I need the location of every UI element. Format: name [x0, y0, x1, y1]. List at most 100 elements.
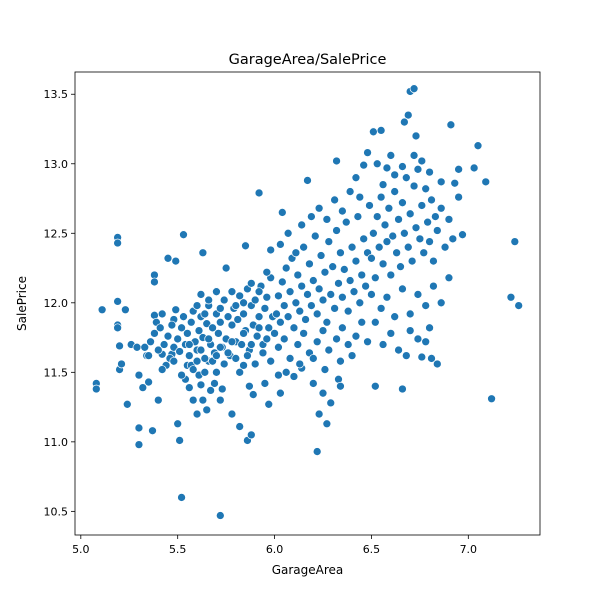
- data-point: [355, 192, 365, 202]
- data-point: [283, 228, 293, 238]
- data-point: [415, 234, 425, 244]
- data-point: [254, 188, 264, 198]
- data-point: [245, 381, 254, 391]
- data-point: [307, 212, 316, 221]
- data-point: [394, 215, 403, 224]
- data-point: [357, 270, 367, 280]
- data-point: [184, 383, 194, 392]
- data-point: [514, 301, 524, 310]
- data-point: [444, 273, 454, 283]
- data-point: [289, 372, 299, 381]
- data-point: [440, 242, 450, 252]
- data-point: [382, 292, 392, 302]
- data-point: [450, 178, 460, 188]
- data-point: [310, 231, 320, 241]
- data-point: [409, 151, 419, 160]
- data-point: [297, 220, 307, 230]
- data-point: [134, 440, 144, 449]
- y-tick-label: 10.5: [44, 505, 69, 518]
- data-point: [338, 206, 347, 216]
- data-point: [307, 301, 316, 310]
- data-point: [235, 422, 245, 431]
- data-point: [347, 351, 357, 360]
- data-point: [231, 301, 241, 310]
- data-point: [510, 237, 520, 246]
- data-point: [91, 384, 101, 394]
- data-point: [260, 379, 270, 388]
- data-point: [332, 334, 341, 344]
- data-point: [208, 323, 217, 333]
- y-tick-label: 11.0: [44, 436, 69, 449]
- data-point: [320, 267, 330, 277]
- data-point: [318, 295, 328, 305]
- data-point: [272, 309, 281, 319]
- data-point: [370, 273, 380, 283]
- data-point: [235, 367, 245, 377]
- data-point: [318, 326, 328, 335]
- data-point: [427, 354, 436, 363]
- data-point: [144, 351, 153, 360]
- data-point: [318, 388, 328, 398]
- data-point: [386, 329, 396, 338]
- data-point: [370, 381, 380, 391]
- data-point: [219, 359, 229, 369]
- data-point: [401, 173, 411, 183]
- data-point: [316, 251, 326, 260]
- data-point: [188, 395, 198, 405]
- data-point: [217, 384, 227, 394]
- data-point: [357, 317, 367, 327]
- data-point: [276, 240, 285, 249]
- data-point: [196, 345, 206, 355]
- data-point: [421, 337, 431, 347]
- data-point: [214, 329, 223, 338]
- data-point: [121, 305, 130, 315]
- data-point: [153, 395, 163, 405]
- x-axis-label: GarageArea: [272, 563, 344, 577]
- data-point: [384, 203, 394, 213]
- data-point: [202, 319, 212, 329]
- data-point: [359, 234, 369, 244]
- data-point: [332, 156, 341, 166]
- data-point: [326, 398, 336, 408]
- data-point: [227, 409, 237, 419]
- data-point: [215, 317, 225, 327]
- data-point: [179, 230, 188, 240]
- data-point: [343, 306, 353, 316]
- data-point: [303, 176, 312, 185]
- data-point: [177, 323, 186, 333]
- data-point: [419, 248, 429, 258]
- data-point: [413, 290, 423, 299]
- data-point: [196, 290, 206, 299]
- data-point: [336, 381, 345, 391]
- data-point: [277, 277, 287, 287]
- data-point: [339, 265, 349, 274]
- data-point: [192, 409, 202, 419]
- data-point: [359, 160, 369, 170]
- data-point: [427, 195, 436, 205]
- data-point: [148, 426, 157, 436]
- data-point: [324, 237, 334, 246]
- data-point: [274, 342, 283, 352]
- data-point: [347, 242, 357, 252]
- data-point: [382, 237, 392, 246]
- data-point: [407, 256, 417, 266]
- data-point: [436, 203, 446, 213]
- data-point: [429, 256, 438, 266]
- data-point: [291, 248, 301, 258]
- data-point: [250, 295, 260, 305]
- data-point: [398, 198, 407, 208]
- data-point: [382, 163, 392, 173]
- data-point: [421, 184, 431, 194]
- data-point: [281, 263, 291, 273]
- data-point: [403, 242, 413, 252]
- data-point: [320, 365, 330, 374]
- data-point: [241, 241, 250, 251]
- points-layer: [91, 84, 524, 520]
- y-tick-label: 12.5: [44, 227, 69, 240]
- data-point: [254, 312, 264, 322]
- data-point: [411, 131, 421, 141]
- data-point: [243, 351, 252, 360]
- data-point: [409, 84, 419, 94]
- data-point: [405, 309, 415, 319]
- data-point: [233, 315, 243, 324]
